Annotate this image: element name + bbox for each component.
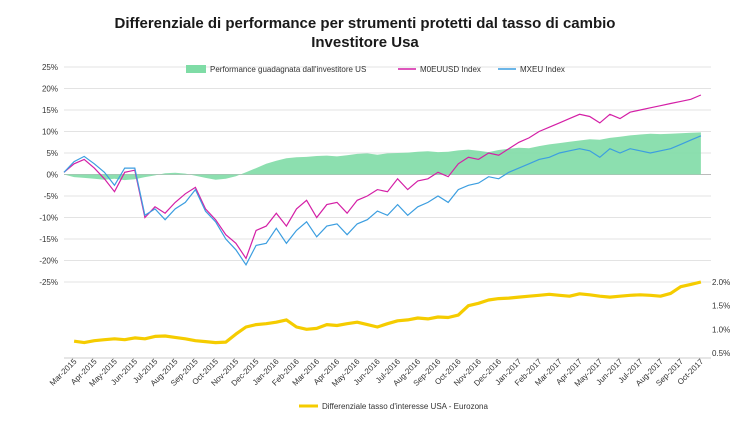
x-axis: Mar-2015Apr-2015May-2015Jun-2015Jul-2015…: [48, 357, 711, 389]
top-y-axis: 25% 20% 15% 10% 5% 0% -5% -10% -15% -20% -25%: [39, 63, 58, 287]
y-tick-label: -5%: [44, 192, 58, 201]
performance-area-layer: [64, 132, 701, 181]
y-tick-label: 5%: [46, 149, 58, 158]
y-tick-label: 25%: [42, 63, 58, 72]
m0euusd-index-line: [63, 94, 702, 260]
y-tick-label: 20%: [42, 85, 58, 94]
rate-spread-line: [73, 280, 702, 345]
bottom-legend: Differenziale tasso d'interesse USA - Eu…: [299, 402, 488, 411]
legend-label-performance: Performance guadagnata dall'investitore …: [210, 65, 366, 74]
y-tick-label: -25%: [39, 278, 58, 287]
rate-spread-layer: [73, 280, 702, 345]
bottom-y-axis: 2.0% 1.5% 1.0% 0.5%: [712, 278, 730, 358]
y2-tick-label: 2.0%: [712, 278, 730, 287]
y2-tick-label: 1.0%: [712, 325, 730, 334]
y-tick-label: -10%: [39, 214, 58, 223]
y-tick-label: -15%: [39, 235, 58, 244]
performance-area: [64, 132, 701, 181]
legend-swatch-performance: [186, 65, 206, 73]
y-tick-label: 15%: [42, 106, 58, 115]
y-tick-label: 0%: [46, 171, 58, 180]
y-tick-label: -20%: [39, 257, 58, 266]
index-lines-layer: [63, 94, 702, 266]
chart-title-line-1: Differenziale di performance per strumen…: [115, 15, 616, 32]
legend-label-m0euusd: M0EUUSD Index: [420, 65, 481, 74]
mxeu-index-line: [63, 135, 702, 266]
top-legend: Performance guadagnata dall'investitore …: [186, 65, 565, 74]
y2-tick-label: 0.5%: [712, 349, 730, 358]
legend-label-mxeu: MXEU Index: [520, 65, 565, 74]
chart-title-line-2: Investitore Usa: [311, 34, 419, 51]
legend-label-rate-spread: Differenziale tasso d'interesse USA - Eu…: [322, 402, 488, 411]
y2-tick-label: 1.5%: [712, 302, 730, 311]
y-tick-label: 10%: [42, 128, 58, 137]
